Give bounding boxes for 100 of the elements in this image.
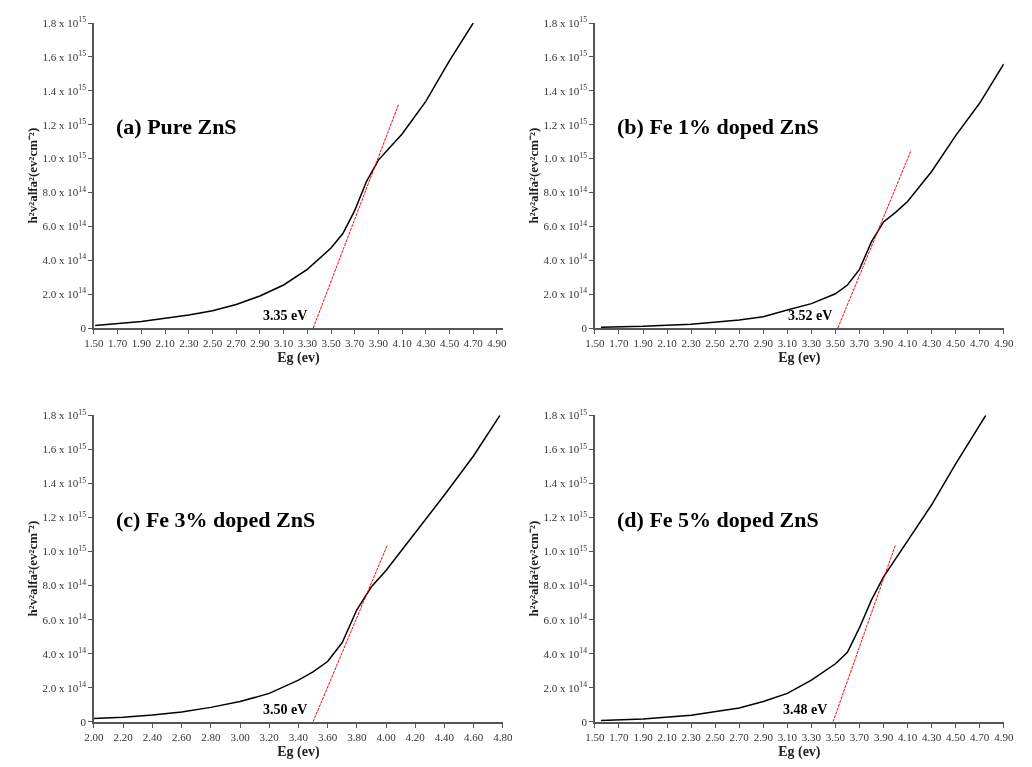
x-tick-label: 3.40: [288, 730, 309, 743]
x-tick-label: 3.10: [273, 336, 294, 349]
y-tick-label: 0: [80, 321, 87, 334]
y-tick-label: 6.0 x 10$^{14}$: [543, 611, 588, 626]
x-tick-label: 4.50: [439, 336, 460, 349]
y-tick-label: 1.0 x 10$^{15}$: [543, 150, 588, 165]
x-tick-label: 3.10: [777, 730, 798, 743]
x-tick-label: 4.20: [405, 730, 426, 743]
y-tick-label: 1.2 x 10$^{15}$: [543, 509, 588, 524]
x-tick-label: 4.30: [922, 336, 942, 349]
x-tick-label: 2.90: [753, 336, 774, 349]
x-tick-label: 1.90: [633, 730, 654, 743]
text: (d) Fe 5% doped ZnS: [617, 507, 819, 532]
x-tick-label: 2.90: [753, 730, 774, 743]
y-tick-label: 1.8 x 10$^{15}$: [42, 15, 87, 29]
x-tick-label: 3.30: [297, 336, 318, 349]
y-tick-label: 2.0 x 10$^{14}$: [42, 680, 87, 694]
x-tick-label: 4.90: [994, 730, 1014, 743]
x-tick-label: 2.10: [657, 336, 678, 349]
y-axis-title: h²v²alfa²(ev²cm⁻²): [526, 127, 541, 224]
y-tick-label: 1.0 x 10$^{15}$: [42, 150, 87, 165]
x-tick-label: 3.50: [825, 730, 846, 743]
x-tick-label: 3.80: [347, 730, 367, 743]
y-tick-label: 6.0 x 10$^{14}$: [543, 218, 588, 233]
x-tick-label: 2.40: [142, 730, 163, 743]
x-tick-label: 4.30: [416, 336, 436, 349]
y-tick-label: 0: [80, 715, 87, 728]
x-tick-label: 4.60: [464, 730, 484, 743]
y-tick-label: 8.0 x 10$^{14}$: [42, 577, 87, 592]
x-tick-label: 4.10: [897, 730, 918, 743]
x-tick-label: 1.90: [131, 336, 152, 349]
x-tick-label: 4.90: [994, 336, 1014, 349]
y-tick-label: 1.4 x 10$^{15}$: [543, 475, 588, 490]
y-tick-label: 4.0 x 10$^{14}$: [543, 252, 588, 267]
x-tick-label: 3.90: [873, 730, 894, 743]
x-tick-label: 4.50: [946, 730, 966, 743]
x-tick-label: 1.70: [609, 336, 630, 349]
x-tick-label: 2.10: [155, 336, 176, 349]
text: (c) Fe 3% doped ZnS: [116, 507, 316, 532]
y-tick-label: 6.0 x 10$^{14}$: [42, 611, 87, 626]
y-tick-label: 1.6 x 10$^{15}$: [543, 441, 588, 456]
annotation: 3.50 eV: [263, 702, 308, 717]
annotation: 3.48 eV: [783, 702, 828, 717]
y-tick-label: 8.0 x 10$^{14}$: [543, 577, 588, 592]
x-axis-title: Eg (ev): [277, 743, 320, 760]
y-tick-label: 8.0 x 10$^{14}$: [42, 184, 87, 199]
y-tick-label: 8.0 x 10$^{14}$: [543, 184, 588, 199]
x-tick-label: 1.50: [585, 336, 606, 349]
x-tick-label: 2.90: [250, 336, 271, 349]
x-tick-label: 2.60: [171, 730, 192, 743]
x-tick-label: 2.00: [84, 730, 105, 743]
y-tick-label: 1.2 x 10$^{15}$: [42, 116, 87, 131]
x-tick-label: 2.10: [657, 730, 678, 743]
x-tick-label: 4.50: [946, 336, 966, 349]
x-tick-label: 3.30: [801, 336, 822, 349]
x-axis-title: Eg (ev): [277, 349, 320, 366]
x-tick-label: 3.90: [873, 336, 894, 349]
x-tick-label: 4.70: [463, 336, 484, 349]
x-tick-label: 3.70: [345, 336, 365, 349]
x-tick-label: 2.30: [681, 730, 702, 743]
x-tick-label: 4.80: [493, 730, 513, 743]
text: (a) Pure ZnS: [116, 114, 237, 139]
x-tick-label: 1.90: [633, 336, 654, 349]
x-tick-label: 3.20: [259, 730, 280, 743]
x-tick-label: 2.70: [729, 336, 750, 349]
x-tick-label: 4.40: [434, 730, 455, 743]
y-tick-label: 4.0 x 10$^{14}$: [42, 645, 87, 660]
x-tick-label: 2.70: [226, 336, 247, 349]
y-tick-label: 6.0 x 10$^{14}$: [42, 218, 87, 233]
x-tick-label: 3.50: [825, 336, 846, 349]
x-tick-label: 3.60: [318, 730, 338, 743]
annotation: 3.35 eV: [263, 308, 308, 323]
y-tick-label: 1.0 x 10$^{15}$: [543, 543, 588, 558]
x-tick-label: 4.70: [970, 336, 990, 349]
x-tick-label: 4.70: [970, 730, 990, 743]
y-tick-label: 1.4 x 10$^{15}$: [42, 475, 87, 490]
x-tick-label: 3.10: [777, 336, 798, 349]
y-axis-title: h²v²alfa²(ev²cm⁻²): [526, 520, 541, 617]
x-tick-label: 3.90: [368, 336, 389, 349]
y-tick-label: 2.0 x 10$^{14}$: [543, 680, 588, 694]
y-tick-label: 1.8 x 10$^{15}$: [543, 15, 588, 29]
y-tick-label: 1.6 x 10$^{15}$: [42, 49, 87, 63]
x-tick-label: 1.70: [609, 730, 630, 743]
text: (b) Fe 1% doped ZnS: [617, 114, 819, 139]
x-tick-label: 4.90: [487, 336, 508, 349]
x-axis-title: Eg (ev): [778, 743, 821, 760]
y-tick-label: 1.8 x 10$^{15}$: [543, 407, 588, 422]
y-tick-label: 4.0 x 10$^{14}$: [543, 645, 588, 660]
y-tick-label: 1.4 x 10$^{15}$: [543, 83, 588, 97]
y-tick-label: 1.2 x 10$^{15}$: [42, 509, 87, 524]
y-tick-label: 1.6 x 10$^{15}$: [543, 49, 588, 63]
x-tick-label: 1.70: [108, 336, 128, 349]
y-tick-label: 2.0 x 10$^{14}$: [543, 286, 588, 300]
y-tick-label: 1.4 x 10$^{15}$: [42, 83, 87, 97]
x-tick-label: 3.70: [849, 336, 870, 349]
x-tick-label: 3.50: [321, 336, 342, 349]
y-tick-label: 0: [581, 321, 588, 334]
x-tick-label: 2.50: [202, 336, 223, 349]
y-tick-label: 2.0 x 10$^{14}$: [42, 286, 87, 300]
x-tick-label: 3.00: [230, 730, 251, 743]
